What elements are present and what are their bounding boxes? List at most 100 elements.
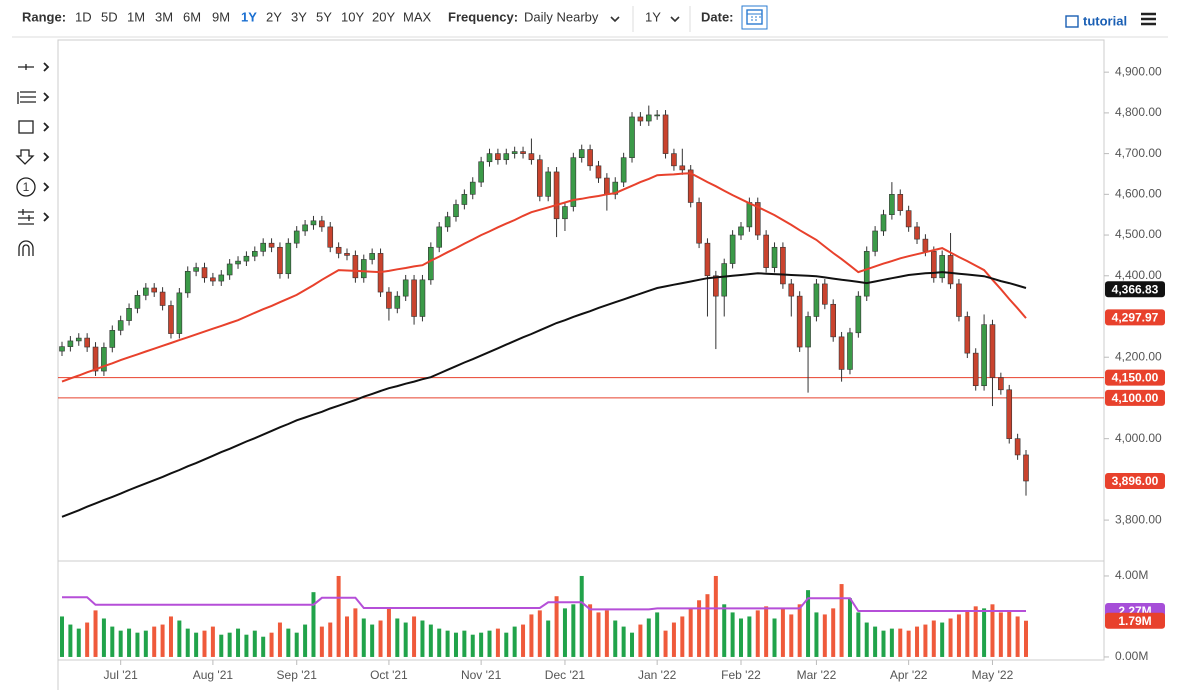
- period-select[interactable]: 1Y: [645, 9, 661, 24]
- candle-body: [578, 149, 585, 158]
- candle-body: [964, 316, 971, 354]
- candle-body: [319, 220, 325, 228]
- y-tick-label: 4,200.00: [1115, 349, 1162, 363]
- tool-line[interactable]: [18, 64, 34, 70]
- candle-body: [335, 246, 342, 254]
- candle-body: [654, 114, 660, 117]
- range-option[interactable]: 10Y: [341, 9, 364, 24]
- range-option[interactable]: 6M: [183, 9, 201, 24]
- candle-body: [302, 224, 308, 232]
- menu-button[interactable]: [1141, 12, 1156, 26]
- volume-bar: [110, 626, 115, 657]
- candle-body: [369, 253, 375, 260]
- candle-body: [880, 214, 887, 232]
- tool-counter[interactable]: [16, 177, 36, 197]
- volume-bar: [621, 626, 626, 657]
- volume-bar: [269, 632, 274, 657]
- date-label: Date:: [701, 9, 734, 24]
- volume-bar: [512, 626, 517, 657]
- candle-body: [939, 255, 945, 279]
- candle-body: [193, 267, 199, 272]
- candle-body: [210, 277, 216, 282]
- candle-body: [151, 287, 158, 293]
- tool-magnet[interactable]: [18, 240, 34, 256]
- candle-body: [503, 153, 510, 161]
- volume-bar: [177, 620, 182, 657]
- candle-body: [671, 153, 677, 167]
- volume-bar: [118, 630, 123, 657]
- volume-bar: [697, 600, 702, 657]
- candle-body: [293, 230, 300, 244]
- candle-body: [713, 275, 719, 297]
- candle-body: [537, 159, 543, 197]
- volume-average: [62, 596, 1026, 612]
- range-option[interactable]: 1M: [127, 9, 145, 24]
- volume-bar: [596, 612, 601, 657]
- volume-bar: [453, 632, 458, 657]
- frequency-select[interactable]: Daily Nearby: [524, 9, 599, 24]
- candle-body: [998, 377, 1004, 391]
- price-tag-label: 4,297.97: [1112, 310, 1159, 324]
- candle-body: [495, 153, 501, 161]
- candle-body: [872, 230, 878, 252]
- candle-body: [402, 279, 409, 297]
- volume-bar: [906, 630, 911, 657]
- candle-body: [545, 171, 551, 197]
- candle-body: [947, 255, 954, 285]
- volume-bar: [831, 608, 836, 657]
- y-tick-label: 4,800.00: [1115, 105, 1162, 119]
- volume-bar: [152, 626, 157, 657]
- candle-body: [277, 246, 283, 275]
- x-tick-label: Feb '22: [721, 668, 761, 682]
- candle-body: [386, 291, 392, 309]
- tool-shape[interactable]: [18, 120, 34, 134]
- x-tick-label: Jan '22: [638, 668, 677, 682]
- tool-settings[interactable]: [18, 209, 34, 225]
- y-tick-label: 3,800.00: [1115, 512, 1162, 526]
- candle-body: [570, 157, 577, 207]
- x-tick-label: Nov '21: [461, 668, 502, 682]
- volume-bar: [747, 616, 752, 657]
- volume-bar: [60, 616, 64, 657]
- volume-bar: [722, 604, 727, 657]
- price-tag-label: 4,150.00: [1112, 371, 1159, 385]
- price-tag-label: 4,366.83: [1112, 282, 1159, 296]
- candle-body: [226, 263, 233, 276]
- volume-bar: [537, 610, 542, 657]
- price-tag-label: 1.79M: [1118, 614, 1151, 628]
- candle-body: [620, 157, 627, 183]
- candle-body: [855, 295, 862, 334]
- range-option[interactable]: 2Y: [266, 9, 282, 24]
- range-option[interactable]: 1D: [75, 9, 92, 24]
- tutorial-icon: [1065, 15, 1079, 28]
- volume-bar: [219, 634, 224, 657]
- volume-bar: [772, 618, 777, 657]
- range-option[interactable]: 3Y: [291, 9, 307, 24]
- volume-bar: [412, 616, 417, 657]
- candle-body: [637, 116, 644, 122]
- tool-fib[interactable]: [17, 91, 36, 104]
- range-option[interactable]: 5D: [101, 9, 118, 24]
- volume-bar: [554, 596, 559, 657]
- range-option[interactable]: 1Y: [241, 9, 257, 24]
- volume-bar: [998, 612, 1003, 657]
- candle-body: [520, 151, 526, 154]
- volume-bar: [789, 614, 794, 657]
- range-option[interactable]: 9M: [212, 9, 230, 24]
- candle-body: [243, 255, 250, 262]
- range-option[interactable]: 20Y: [372, 9, 395, 24]
- y-tick-label: 4,600.00: [1115, 187, 1162, 201]
- candle-body: [604, 177, 610, 195]
- tutorial-link[interactable]: tutorial: [1083, 13, 1127, 28]
- candle-body: [461, 194, 468, 205]
- candle-body: [92, 346, 99, 372]
- range-option[interactable]: MAX: [403, 9, 432, 24]
- candle-body: [763, 234, 769, 268]
- x-tick-label: Apr '22: [890, 668, 928, 682]
- range-option[interactable]: 3M: [155, 9, 173, 24]
- candle-body: [444, 216, 451, 228]
- candle-body: [109, 330, 116, 348]
- tool-arrow[interactable]: [15, 149, 35, 165]
- calendar-button[interactable]: [741, 5, 768, 30]
- range-option[interactable]: 5Y: [316, 9, 332, 24]
